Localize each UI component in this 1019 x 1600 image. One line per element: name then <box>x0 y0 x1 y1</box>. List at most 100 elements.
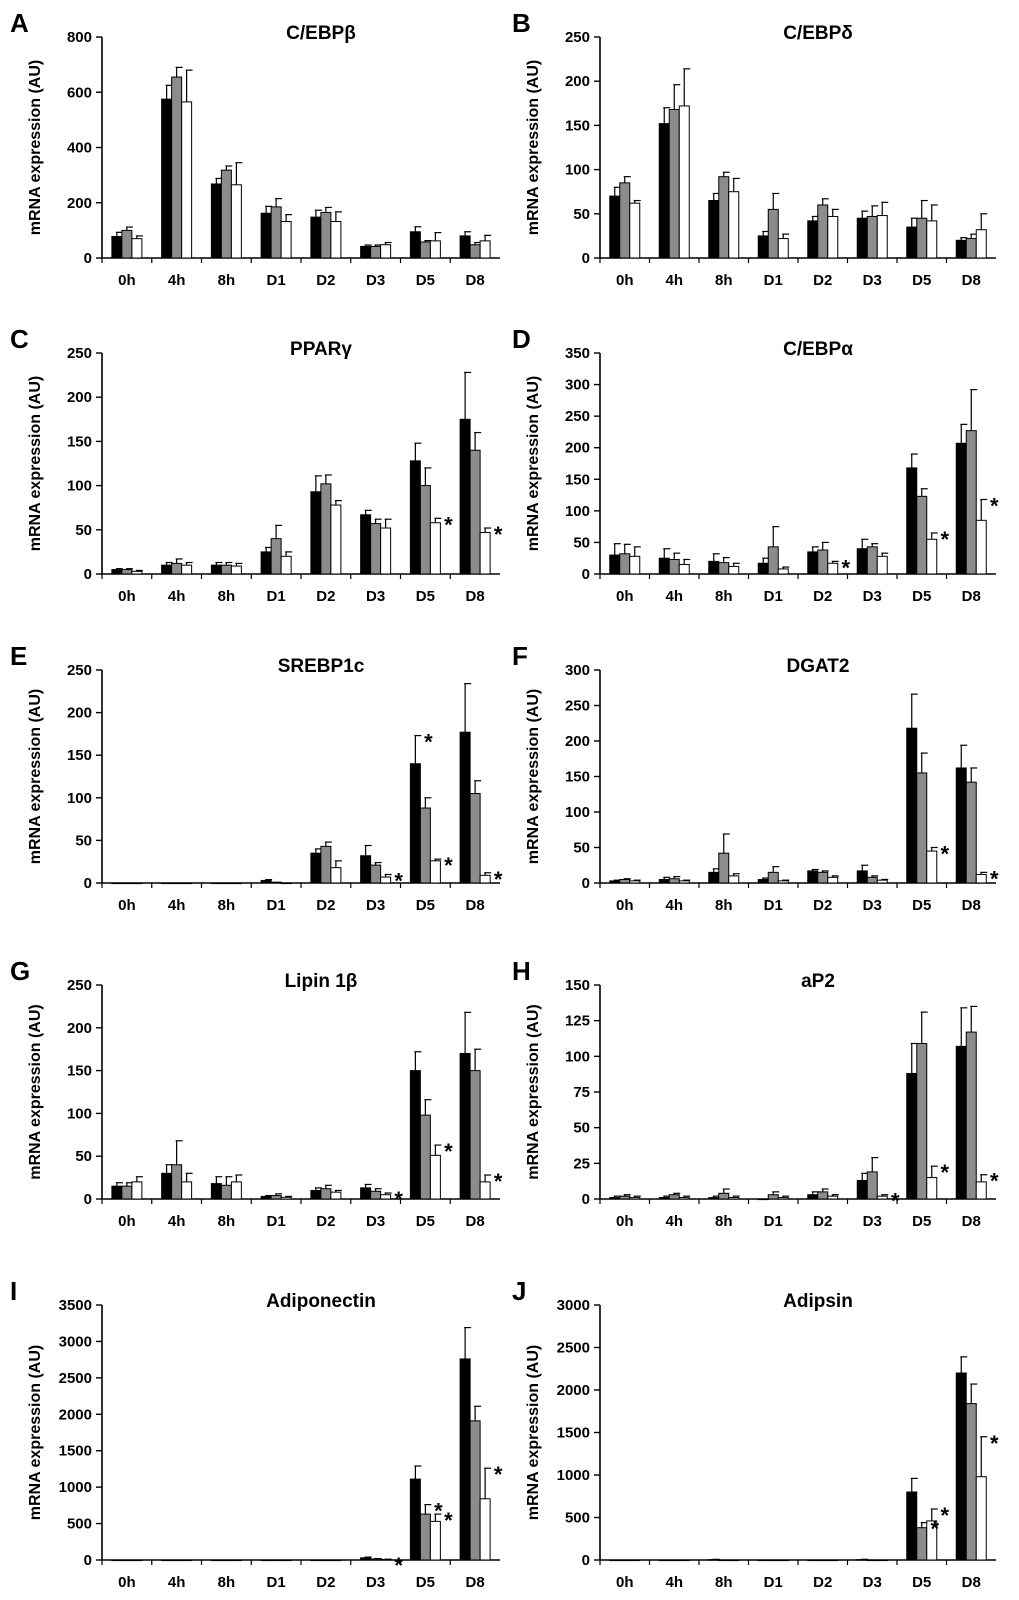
bar <box>767 1559 779 1562</box>
y-tick-label: 150 <box>565 471 590 488</box>
x-tick-label: D1 <box>764 897 783 914</box>
bar <box>827 562 839 575</box>
bar <box>757 1198 769 1201</box>
x-tick-label: 4h <box>168 588 186 605</box>
y-tick-label: 0 <box>582 566 590 583</box>
panel-title: C/EBPδ <box>783 23 853 44</box>
y-tick-label: 150 <box>67 433 92 450</box>
y-tick-label: 500 <box>67 1516 92 1533</box>
significance-star: * <box>394 1187 403 1212</box>
bar <box>111 882 123 885</box>
panel-letter: D <box>512 324 531 354</box>
y-axis-label: mRNA expression (AU) <box>525 60 542 235</box>
bar <box>757 562 769 575</box>
bar <box>121 1559 133 1562</box>
y-tick-label: 400 <box>67 140 92 157</box>
y-tick-label: 250 <box>67 345 92 362</box>
bar <box>171 1559 183 1562</box>
significance-star: * <box>940 842 949 867</box>
bar <box>629 880 641 884</box>
x-tick-label: 0h <box>616 897 634 914</box>
bar <box>360 1187 372 1200</box>
bar <box>767 1194 779 1200</box>
y-axis-label: mRNA expression (AU) <box>525 689 542 864</box>
bar <box>370 523 382 575</box>
bar <box>619 878 631 884</box>
bar <box>916 495 928 575</box>
bar <box>757 1559 769 1562</box>
y-tick-label: 100 <box>67 478 92 495</box>
bar <box>807 1194 819 1200</box>
bar <box>916 1042 928 1200</box>
bar <box>459 1358 471 1561</box>
panel-title: Lipin 1β <box>285 971 358 992</box>
significance-star: * <box>940 527 949 552</box>
bar <box>429 240 441 259</box>
significance-star: * <box>394 1553 403 1578</box>
bar <box>856 1559 868 1561</box>
x-tick-label: D1 <box>267 1213 286 1230</box>
bar <box>121 882 133 885</box>
x-tick-label: D3 <box>366 588 385 605</box>
y-tick-label: 200 <box>67 705 92 722</box>
bar <box>171 1164 183 1200</box>
bar <box>310 216 322 259</box>
bar <box>619 553 631 575</box>
bar <box>876 555 888 575</box>
bar <box>658 878 670 884</box>
bar <box>380 527 392 575</box>
y-tick-label: 150 <box>565 117 590 134</box>
y-tick-label: 150 <box>67 1063 92 1080</box>
bar <box>121 569 133 575</box>
x-tick-label: D2 <box>813 1574 832 1591</box>
bar <box>479 1498 491 1561</box>
y-tick-label: 250 <box>67 977 92 994</box>
x-tick-label: D5 <box>912 1213 931 1230</box>
bar <box>459 731 471 884</box>
panel-title: aP2 <box>801 971 835 992</box>
significance-star: * <box>930 1517 939 1542</box>
y-tick-label: 600 <box>67 84 92 101</box>
y-tick-label: 100 <box>565 162 590 179</box>
bar <box>310 1189 322 1200</box>
bar <box>280 555 292 575</box>
bar <box>619 182 631 259</box>
bar <box>629 1559 641 1562</box>
bar <box>866 215 878 259</box>
bar <box>181 564 193 575</box>
x-tick-label: D8 <box>962 1574 981 1591</box>
y-axis-label: mRNA expression (AU) <box>27 1004 44 1179</box>
bar <box>728 875 740 884</box>
bar <box>370 1558 382 1561</box>
y-tick-label: 150 <box>565 769 590 786</box>
panel-letter: B <box>512 8 531 38</box>
significance-star: * <box>424 730 433 755</box>
x-tick-label: D3 <box>863 1574 882 1591</box>
bar <box>609 554 621 575</box>
bar <box>320 1188 332 1200</box>
x-tick-label: 0h <box>616 588 634 605</box>
y-tick-label: 3000 <box>557 1297 590 1314</box>
bar <box>210 882 222 885</box>
bar <box>876 1559 888 1562</box>
x-tick-label: 0h <box>118 897 136 914</box>
bar <box>916 1527 928 1561</box>
bar <box>469 1070 481 1200</box>
bar <box>708 1197 720 1200</box>
bar <box>111 1559 123 1562</box>
x-tick-label: 0h <box>616 272 634 289</box>
bar <box>210 1183 222 1200</box>
bar <box>230 565 242 575</box>
bar <box>629 1197 641 1200</box>
panel-title: Adipsin <box>783 1291 853 1312</box>
bar <box>866 546 878 575</box>
bar <box>777 238 789 259</box>
y-tick-label: 50 <box>75 522 92 539</box>
bar <box>161 882 173 885</box>
bar <box>370 1190 382 1200</box>
bar <box>161 564 173 575</box>
bar <box>807 1559 819 1562</box>
bar <box>270 881 282 884</box>
x-tick-label: 8h <box>715 1213 733 1230</box>
bar <box>817 204 829 259</box>
